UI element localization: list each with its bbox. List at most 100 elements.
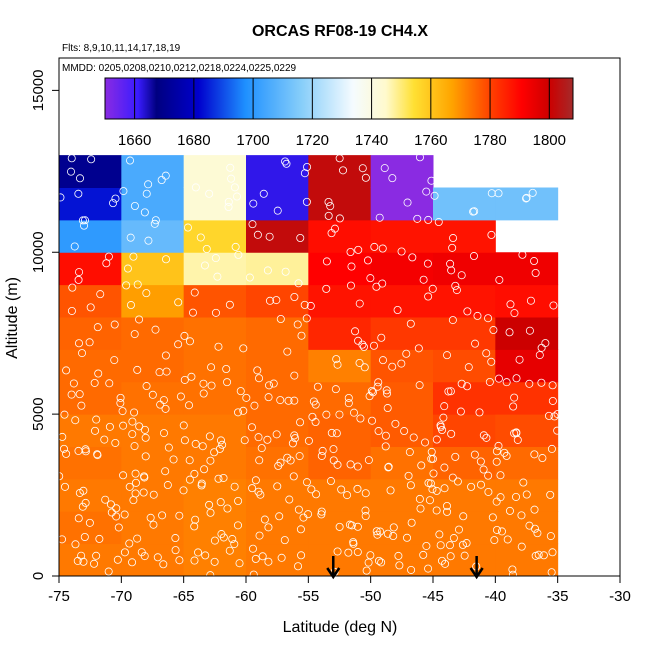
- observation-point: [230, 482, 239, 491]
- observation-point: [344, 548, 353, 557]
- heatmap-cell: [183, 446, 247, 480]
- observation-point: [522, 193, 531, 202]
- observation-point: [458, 540, 467, 549]
- y-axis: 0 5000 10000 15000: [30, 70, 60, 580]
- observation-point: [86, 303, 95, 312]
- colorbar-tick-label: 1700: [236, 132, 269, 149]
- observation-point: [448, 473, 457, 482]
- x-tick-label: -50: [360, 588, 382, 605]
- observation-point: [374, 556, 383, 565]
- observation-point: [370, 242, 379, 251]
- observation-point: [144, 180, 153, 189]
- observation-point: [408, 253, 417, 262]
- observation-point: [374, 427, 383, 436]
- observation-point: [163, 481, 172, 490]
- observation-point: [263, 266, 272, 275]
- observation-point: [250, 401, 259, 410]
- observation-point: [492, 447, 501, 456]
- observation-point: [184, 401, 193, 410]
- observation-point: [77, 401, 86, 410]
- observation-point: [183, 223, 192, 232]
- observation-point: [421, 438, 430, 447]
- observation-point: [441, 559, 450, 568]
- observation-point: [194, 548, 203, 557]
- observation-point: [317, 510, 326, 519]
- observation-point: [257, 444, 266, 453]
- observation-point: [383, 389, 392, 398]
- observation-point: [311, 400, 320, 409]
- observation-point: [457, 379, 466, 388]
- observation-point: [162, 255, 171, 264]
- observation-point: [281, 267, 290, 276]
- observation-point: [126, 233, 135, 242]
- heatmap-cell: [183, 511, 247, 545]
- observation-point: [205, 500, 214, 509]
- observation-point: [234, 497, 243, 506]
- observation-point: [505, 506, 514, 515]
- observation-point: [255, 374, 264, 383]
- observation-point: [403, 198, 412, 207]
- observation-point: [144, 236, 153, 245]
- observation-point: [519, 478, 528, 487]
- observation-point: [414, 344, 423, 353]
- observation-point: [510, 309, 519, 318]
- observation-point: [397, 247, 406, 256]
- observation-point: [361, 512, 370, 521]
- heatmap-cell: [308, 252, 372, 286]
- observation-point: [381, 442, 390, 451]
- observation-point: [214, 474, 223, 483]
- observation-point: [344, 399, 353, 408]
- heatmap-cell: [121, 511, 185, 545]
- observation-point: [200, 465, 209, 474]
- observation-point: [494, 189, 503, 198]
- observation-point: [446, 552, 455, 561]
- heatmap-cell: [121, 349, 185, 383]
- observation-point: [449, 234, 458, 243]
- observation-point: [206, 456, 215, 465]
- observation-point: [94, 369, 103, 378]
- observation-point: [196, 233, 205, 242]
- observation-point: [302, 197, 311, 206]
- heatmap-cell: [433, 511, 496, 545]
- heatmap-cell: [183, 414, 247, 447]
- observation-point: [285, 495, 294, 504]
- heatmap-cell: [433, 284, 496, 318]
- heatmap-cell: [183, 543, 247, 576]
- observation-point: [223, 378, 232, 387]
- observation-point: [120, 510, 129, 519]
- observation-point: [304, 436, 313, 445]
- heatmap-cell: [370, 543, 434, 576]
- observation-point: [80, 216, 89, 225]
- heatmap-cell: [433, 414, 496, 447]
- observation-point: [377, 333, 386, 342]
- observation-point: [475, 408, 484, 417]
- observation-point: [159, 560, 168, 569]
- observation-point: [530, 450, 539, 459]
- observation-point: [533, 529, 542, 538]
- observation-point: [272, 296, 281, 305]
- observation-point: [191, 439, 200, 448]
- observation-point: [190, 288, 199, 297]
- observation-point: [470, 450, 479, 459]
- observation-point: [249, 570, 258, 576]
- observation-point: [394, 551, 403, 560]
- observation-point: [296, 525, 305, 534]
- arrow-head: [326, 567, 341, 580]
- observation-point: [300, 169, 309, 178]
- observation-point: [135, 315, 144, 324]
- heatmap-cell: [370, 155, 434, 188]
- observation-point: [434, 218, 443, 227]
- observation-point: [378, 279, 387, 288]
- observation-point: [417, 461, 426, 470]
- observation-point: [133, 280, 142, 289]
- observation-point: [276, 396, 285, 405]
- observation-point: [317, 451, 326, 460]
- observation-point: [389, 532, 398, 541]
- observation-point: [355, 358, 364, 367]
- observation-point: [463, 307, 472, 316]
- observation-point: [190, 522, 199, 531]
- observation-point: [232, 192, 241, 201]
- observation-point: [409, 433, 418, 442]
- observation-point: [376, 527, 385, 536]
- observation-point: [146, 513, 155, 522]
